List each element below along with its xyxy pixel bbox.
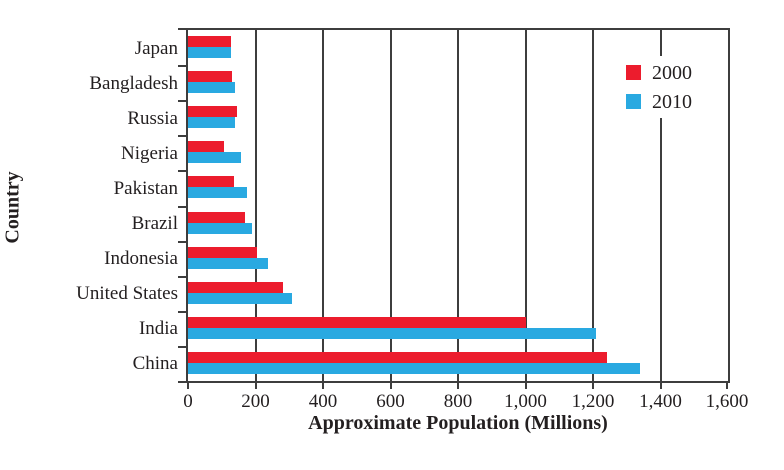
x-axis-title: Approximate Population (Millions) — [308, 412, 608, 434]
y-tick — [178, 65, 187, 68]
legend-label-2010: 2010 — [652, 90, 692, 113]
y-category-label-indonesia: Indonesia — [104, 248, 178, 270]
bar-2010-brazil — [188, 222, 253, 234]
y-tick — [178, 240, 187, 243]
x-tick-400 — [322, 381, 324, 389]
bar-2010-russia — [188, 117, 235, 129]
y-tick — [178, 310, 187, 313]
bar-2010-india — [188, 327, 597, 339]
y-tick — [178, 381, 187, 383]
bar-2010-indonesia — [188, 257, 268, 269]
y-category-label-china: China — [132, 353, 178, 375]
x-tick-label-0: 0 — [183, 391, 193, 412]
bar-2000-nigeria — [188, 141, 225, 153]
x-tick-1400 — [659, 381, 662, 389]
bar-2000-japan — [188, 36, 231, 47]
x-tick-label-1400: 1,400 — [639, 391, 682, 412]
gridline-400 — [322, 30, 324, 381]
y-tick — [178, 170, 187, 173]
x-tick-label-200: 200 — [241, 391, 270, 412]
legend-swatch-2000 — [626, 65, 641, 80]
y-category-label-pakistan: Pakistan — [113, 177, 178, 199]
gridline-1000 — [524, 30, 527, 381]
legend-entry-2010: 2010 — [612, 92, 726, 112]
legend-entry-2000: 2000 — [612, 63, 726, 83]
x-tick-label-600: 600 — [376, 391, 405, 412]
y-tick — [178, 100, 187, 103]
gridline-1400 — [659, 30, 662, 381]
y-category-label-bangladesh: Bangladesh — [89, 72, 178, 94]
y-tick — [178, 345, 187, 348]
bar-2000-india — [188, 316, 526, 328]
x-tick-200 — [254, 381, 257, 389]
x-tick-1000 — [524, 381, 527, 389]
y-category-label-russia: Russia — [127, 107, 178, 129]
x-tick-0 — [187, 381, 189, 389]
bar-2010-china — [188, 362, 640, 374]
legend-label-2000: 2000 — [652, 61, 692, 84]
x-tick-1200 — [592, 381, 594, 389]
legend-swatch-2010 — [626, 94, 641, 109]
bar-2000-china — [188, 351, 607, 363]
y-tick — [178, 28, 187, 30]
x-tick-800 — [457, 381, 459, 389]
y-category-label-india: India — [138, 318, 178, 340]
bar-2010-bangladesh — [188, 82, 236, 94]
bar-2010-nigeria — [188, 152, 242, 164]
x-tick-1600 — [726, 381, 728, 389]
bar-2010-pakistan — [188, 187, 247, 199]
gridline-800 — [457, 30, 459, 381]
x-tick-label-1200: 1,200 — [571, 391, 615, 412]
legend: 2000 2010 — [612, 56, 726, 118]
y-category-label-brazil: Brazil — [131, 213, 178, 235]
x-tick-label-800: 800 — [443, 391, 473, 412]
bar-2000-russia — [188, 106, 237, 118]
gridline-1200 — [592, 30, 594, 381]
bar-2000-united-states — [188, 281, 283, 293]
x-tick-label-1600: 1,600 — [705, 391, 749, 412]
bar-2000-brazil — [188, 211, 245, 223]
y-tick — [178, 135, 187, 138]
x-tick-label-400: 400 — [308, 391, 338, 412]
bar-2000-bangladesh — [188, 71, 232, 83]
bar-2010-united-states — [188, 292, 293, 304]
x-tick-600 — [389, 381, 392, 389]
y-tick — [178, 275, 187, 278]
bar-2010-japan — [188, 47, 231, 58]
gridline-200 — [254, 30, 257, 381]
x-tick-label-1000: 1,000 — [504, 391, 547, 412]
gridline-600 — [389, 30, 392, 381]
y-tick — [178, 205, 187, 208]
y-category-label-japan: Japan — [134, 37, 178, 59]
y-category-label-united-states: United States — [76, 283, 178, 305]
y-category-label-nigeria: Nigeria — [121, 142, 178, 164]
bar-2000-indonesia — [188, 246, 258, 258]
bar-2000-pakistan — [188, 176, 234, 188]
